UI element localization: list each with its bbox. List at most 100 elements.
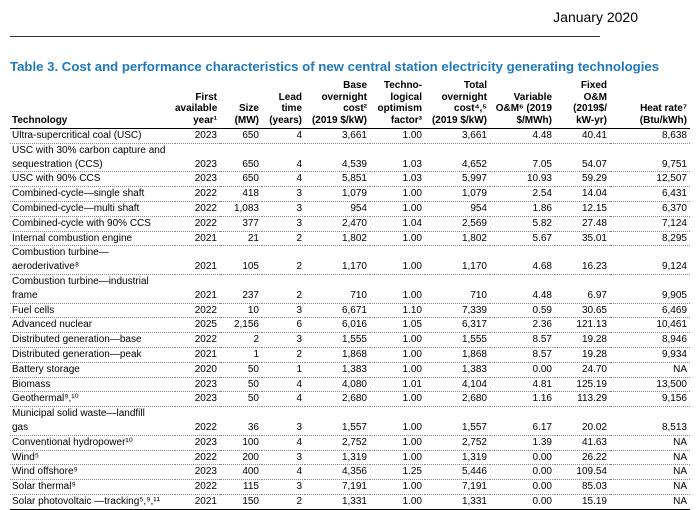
header-line: (2019 $/kW): [311, 114, 367, 126]
table-cell: 6,016: [305, 317, 370, 334]
table-cell: 54.07: [555, 143, 610, 173]
table-cell: 4: [262, 128, 305, 144]
table-cell: 2021: [175, 274, 220, 304]
technology-cell: Combined-cycle with 90% CCS: [10, 216, 175, 232]
table-cell: 4,652: [425, 143, 490, 173]
date: January 2020: [553, 9, 638, 25]
table-cell: 2: [262, 245, 305, 275]
technology-line: Combustion turbine—industrial: [12, 275, 149, 287]
table-cell: 2023: [175, 171, 220, 188]
table-cell: 10,461: [610, 317, 690, 334]
technology-line: Ultra-supercritical coal (USC): [12, 130, 142, 141]
header-rule: [10, 36, 600, 37]
table-row: Internal combustion engine 2021 21 2 1,802 1.…: [10, 231, 690, 247]
table-cell: 2: [262, 347, 305, 363]
table-cell: NA: [610, 479, 690, 495]
table-cell: 1.00: [370, 406, 425, 436]
table-cell: 8,946: [610, 332, 690, 348]
table-cell: 150: [220, 494, 262, 510]
table-cell: 35.01: [555, 231, 610, 247]
table-cell: 2022: [175, 303, 220, 319]
technology-cell: Solar photovoltaic —tracking⁵,⁹,¹¹: [10, 494, 175, 510]
table-cell: 14.04: [555, 186, 610, 202]
table-cell: 16.23: [555, 245, 610, 275]
technology-cell: Ultra-supercritical coal (USC): [10, 128, 175, 144]
table-cell: 1,170: [305, 245, 370, 275]
table-cell: 2,569: [425, 216, 490, 232]
table-cell: 105: [220, 245, 262, 275]
technology-cell: Advanced nuclear: [10, 317, 175, 334]
table-cell: 6,671: [305, 303, 370, 319]
table-cell: 3: [262, 303, 305, 319]
table-cell: 1,802: [305, 231, 370, 247]
technology-line: Geothermal⁹,¹⁰: [12, 393, 79, 405]
table-cell: 237: [220, 274, 262, 304]
table-cell: 10.93: [490, 171, 555, 188]
table-cell: 1.00: [370, 201, 425, 217]
table-row: Battery storage 2020 50 1 1,383 1.00 1,383 0.00…: [10, 362, 690, 378]
header-line: (Btu/kWh): [639, 114, 687, 126]
table-cell: 2: [262, 274, 305, 304]
table-title: Table 3. Cost and performance characteri…: [10, 59, 660, 74]
header-line: Total: [463, 80, 487, 91]
table-cell: 3,661: [305, 128, 370, 144]
table-row: Biomass 2023 50 4 4,080 1.01 4,104 4.81 125.19 13…: [10, 377, 690, 393]
technology-line: sequestration (CCS): [12, 158, 103, 170]
technology-line: Internal combustion engine: [12, 232, 133, 244]
table-cell: 2023: [175, 391, 220, 408]
table-cell: 20.02: [555, 406, 610, 436]
table-cell: 21: [220, 231, 262, 247]
column-header: Variable O&M⁶ (2019 $/MWh): [490, 80, 555, 129]
table-cell: 4: [262, 435, 305, 451]
technology-cell: Combustion turbine—industrial frame: [10, 274, 175, 304]
technology-cell: USC with 30% carbon capture and sequestra…: [10, 143, 175, 173]
table-cell: 4.48: [490, 274, 555, 304]
technology-line: Distributed generation—peak: [12, 348, 142, 360]
table-cell: 1,331: [305, 494, 370, 510]
table-cell: 1,331: [425, 494, 490, 510]
header-line: cost⁴,⁵: [454, 103, 487, 114]
table-cell: 2023: [175, 143, 220, 173]
table-cell: 1.04: [370, 216, 425, 232]
technology-line: Biomass: [12, 378, 51, 390]
table-cell: 5.67: [490, 231, 555, 247]
table-cell: 7.05: [490, 143, 555, 173]
table-cell: 4: [262, 143, 305, 173]
table-row: Solar thermal⁹ 2022 115 3 7,191 1.00 7,191 0.00…: [10, 479, 690, 495]
table-cell: 2.54: [490, 186, 555, 202]
table-cell: 8,295: [610, 231, 690, 247]
table-cell: 2,680: [425, 391, 490, 408]
table-cell: 954: [305, 201, 370, 217]
table-cell: 1,802: [425, 231, 490, 247]
table-cell: 2022: [175, 216, 220, 232]
technology-cell: Conventional hydropower¹⁰: [10, 435, 175, 451]
technology-cell: Geothermal⁹,¹⁰: [10, 391, 175, 408]
technology-cell: Wind⁵: [10, 450, 175, 466]
column-header: Fixed O&M (2019$/kW-yr): [555, 80, 610, 129]
table-cell: 41.63: [555, 435, 610, 451]
table-cell: 8.57: [490, 332, 555, 348]
table-cell: 6,370: [610, 201, 690, 217]
table-cell: 4,539: [305, 143, 370, 173]
technology-cell: Distributed generation—peak: [10, 347, 175, 363]
table-cell: 2: [262, 231, 305, 247]
table-cell: 9,905: [610, 274, 690, 304]
table-cell: 0.00: [490, 494, 555, 510]
table-cell: 8,513: [610, 406, 690, 436]
table-cell: 113.29: [555, 391, 610, 408]
header-line: O&M⁶ (2019: [495, 103, 552, 114]
technology-line: gas: [12, 421, 29, 433]
table-cell: 50: [220, 391, 262, 408]
table-cell: 1,868: [305, 347, 370, 363]
technology-cell: Combined-cycle—multi shaft: [10, 201, 175, 217]
header-line: available: [175, 103, 218, 114]
table-cell: 1,083: [220, 201, 262, 217]
technology-line: Solar thermal⁹: [12, 481, 76, 493]
table-cell: 2: [220, 332, 262, 348]
table-cell: 9,124: [610, 245, 690, 275]
technology-cell: USC with 90% CCS: [10, 171, 175, 188]
table-cell: 1.01: [370, 377, 425, 393]
table-cell: 19.28: [555, 332, 610, 348]
table-cell: 2,680: [305, 391, 370, 408]
table-cell: 1.00: [370, 362, 425, 378]
